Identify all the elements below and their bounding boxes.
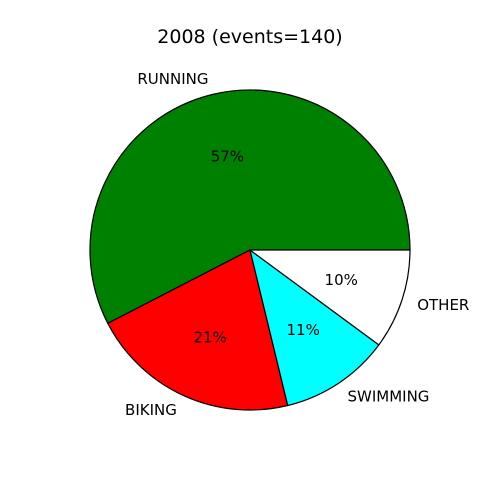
pie-labels: RUNNING 57% BIKING 21% SWIMMING 11% OTHER 10%: [125, 70, 469, 419]
pie-slice-swimming: [249, 249, 380, 407]
pie-slice-running: [89, 89, 411, 324]
slice-label-other: OTHER: [417, 296, 469, 314]
chart-title: 2008 (events=140): [157, 26, 342, 48]
slice-label-swimming: SWIMMING: [347, 388, 429, 406]
percent-label-biking: 21%: [193, 328, 226, 346]
pie-slices: [89, 89, 411, 411]
percent-label-swimming: 11%: [287, 321, 320, 339]
slice-label-biking: BIKING: [125, 401, 177, 419]
pie-slice-other: [249, 249, 411, 346]
slice-label-running: RUNNING: [137, 70, 208, 88]
pie-slice-biking: [107, 249, 289, 411]
percent-label-running: 57%: [211, 148, 244, 166]
percent-label-other: 10%: [325, 271, 358, 289]
